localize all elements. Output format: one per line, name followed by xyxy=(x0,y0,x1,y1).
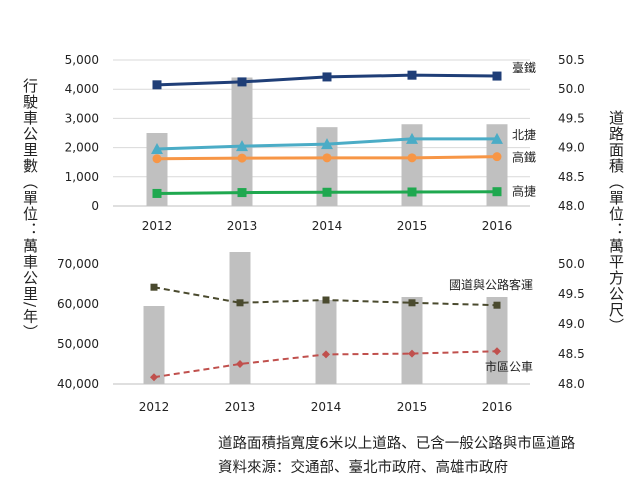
bar-road-area xyxy=(486,124,508,206)
left-tick-label: 2,000 xyxy=(65,141,99,155)
x-tick-label: 2013 xyxy=(227,219,258,233)
x-tick-label: 2016 xyxy=(482,219,513,233)
series-label: 高捷 xyxy=(512,184,536,199)
x-tick-label: 2012 xyxy=(139,400,170,414)
right-tick-label: 48.5 xyxy=(558,347,585,361)
right-tick-label: 48.0 xyxy=(558,377,585,391)
right-tick-label: 50.0 xyxy=(558,82,585,96)
data-point xyxy=(152,154,162,164)
data-point xyxy=(236,140,248,152)
left-tick-label: 1,000 xyxy=(65,170,99,184)
series-label: 國道與公路客運 xyxy=(449,277,533,292)
series-label: 市區公車 xyxy=(485,359,533,374)
x-tick-label: 2015 xyxy=(397,219,428,233)
note-road-definition: 道路面積指寬度6米以上道路、已含一般公路與市區道路 xyxy=(218,436,576,452)
left-tick-label: 3,000 xyxy=(65,111,99,125)
left-tick-label: 70,000 xyxy=(57,257,99,271)
data-point xyxy=(492,187,502,197)
data-point xyxy=(492,71,502,81)
left-tick-label: 5,000 xyxy=(65,53,99,67)
left-tick-label: 40,000 xyxy=(57,377,99,391)
series-label: 臺鐵 xyxy=(512,60,536,75)
x-tick-label: 2014 xyxy=(311,400,342,414)
data-point xyxy=(150,373,158,382)
data-point xyxy=(493,301,501,309)
left-axis-title: 行駛車公里數（單位：萬車公里/年） xyxy=(21,78,39,340)
data-point xyxy=(493,347,501,356)
x-tick-label: 2016 xyxy=(482,400,513,414)
data-point xyxy=(152,80,162,90)
bar-road-area xyxy=(143,306,165,384)
bar-road-area xyxy=(229,252,251,384)
data-point xyxy=(407,187,417,197)
bar-road-area xyxy=(316,127,338,206)
right-tick-label: 49.0 xyxy=(558,141,585,155)
data-point xyxy=(150,283,158,291)
top-panel: 0 1,000 2,000 3,000 4,000 5,000 48.0 48.5 49.0 49… xyxy=(65,53,585,233)
right-tick-label: 48.0 xyxy=(558,199,585,213)
data-point xyxy=(237,188,247,198)
data-point xyxy=(152,188,162,198)
bar-road-area xyxy=(315,300,337,384)
bar-road-area xyxy=(146,133,168,206)
bar-road-area xyxy=(401,124,423,206)
right-tick-label: 49.5 xyxy=(558,111,585,125)
bar-road-area xyxy=(401,297,423,384)
data-point xyxy=(491,132,503,144)
x-tick-label: 2012 xyxy=(142,219,173,233)
right-axis-title: 道路面積（單位：萬平方公尺） xyxy=(607,110,625,334)
x-tick-label: 2013 xyxy=(225,400,256,414)
series-label: 高鐵 xyxy=(512,150,536,165)
left-tick-label: 4,000 xyxy=(65,82,99,96)
data-point xyxy=(407,70,417,80)
data-point xyxy=(322,187,332,197)
data-point xyxy=(408,349,416,358)
data-point xyxy=(322,153,332,163)
data-point xyxy=(407,153,417,163)
data-point xyxy=(151,143,163,155)
bottom-panel: 40,000 50,000 60,000 70,000 48.0 48.5 49.0 49.5… xyxy=(57,252,585,414)
data-point xyxy=(236,360,244,368)
data-point xyxy=(492,152,502,162)
right-tick-label: 49.0 xyxy=(558,317,585,331)
left-tick-label: 50,000 xyxy=(57,337,99,351)
right-tick-label: 49.5 xyxy=(558,287,585,301)
data-point xyxy=(321,138,333,150)
left-tick-label: 0 xyxy=(91,199,99,213)
left-tick-label: 60,000 xyxy=(57,297,99,311)
series-label: 北捷 xyxy=(512,128,536,142)
data-point xyxy=(406,132,418,144)
x-tick-label: 2014 xyxy=(312,219,343,233)
data-point xyxy=(322,350,330,359)
right-tick-label: 50.5 xyxy=(558,53,585,67)
data-point xyxy=(236,299,244,307)
bar-road-area xyxy=(486,297,508,384)
note-data-source: 資料來源：交通部、臺北市政府、高雄市政府 xyxy=(218,460,508,476)
right-tick-label: 48.5 xyxy=(558,170,585,184)
x-tick-label: 2015 xyxy=(397,400,428,414)
data-point xyxy=(408,299,416,307)
data-point xyxy=(322,296,330,304)
data-point xyxy=(237,77,247,87)
data-point xyxy=(237,153,247,163)
data-point xyxy=(322,72,332,82)
right-tick-label: 50.0 xyxy=(558,257,585,271)
